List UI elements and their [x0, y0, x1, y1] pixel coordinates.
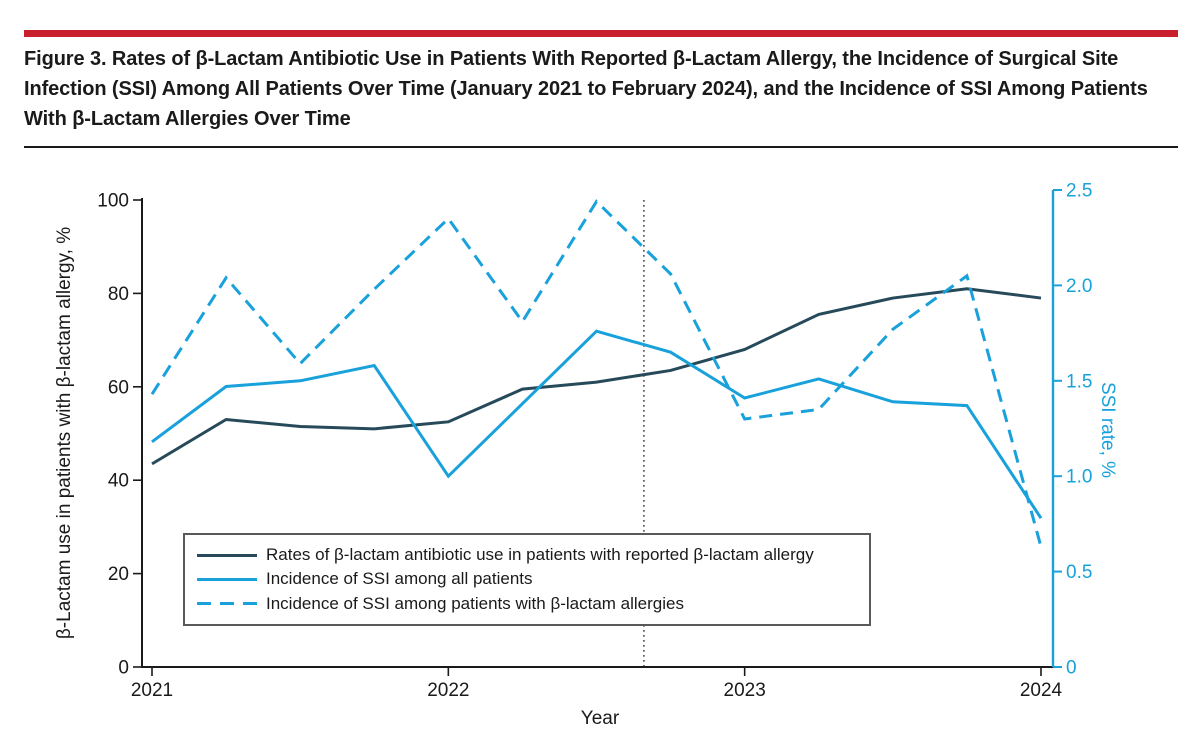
left-y-tick-label: 60 — [108, 377, 129, 398]
cyan-dashed-line-swatch — [197, 602, 257, 606]
right-y-tick-label: 2.0 — [1066, 276, 1092, 297]
series-line-2 — [150, 199, 1043, 548]
left-y-tick-label: 0 — [118, 658, 129, 679]
x-axis-label: Year — [580, 708, 620, 729]
left-y-tick-label: 20 — [108, 564, 129, 585]
x-tick-label: 2023 — [724, 680, 766, 701]
right-y-tick-label: 1.0 — [1066, 467, 1092, 488]
series-line-0 — [151, 287, 1042, 466]
legend-label: Incidence of SSI among patients with β-l… — [266, 593, 684, 613]
left-y-tick-label: 100 — [97, 191, 129, 212]
figure-title: Figure 3. Rates of β-Lactam Antibiotic U… — [24, 48, 1148, 130]
left-y-axis-label: β-Lactam use in patients with β-lactam a… — [54, 226, 75, 640]
right-y-axis-label: SSI rate, % — [1097, 381, 1118, 479]
x-tick-label: 2024 — [1020, 680, 1063, 701]
legend-label: Rates of β-lactam antibiotic use in pati… — [266, 545, 814, 565]
accent-bar — [24, 30, 1178, 37]
left-y-tick-label: 80 — [108, 284, 129, 305]
right-y-tick-label: 2.5 — [1066, 181, 1092, 202]
legend-label: Incidence of SSI among all patients — [266, 569, 533, 589]
left-y-tick-label: 40 — [108, 471, 129, 492]
right-y-tick-label: 0.5 — [1066, 562, 1092, 583]
right-y-tick-label: 0 — [1066, 658, 1077, 679]
x-tick-label: 2021 — [131, 680, 173, 701]
legend-item-ssi-allergy: Incidence of SSI among patients with β-l… — [197, 594, 869, 614]
navy-solid-line-swatch — [197, 553, 257, 557]
right-y-tick-label: 1.5 — [1066, 371, 1092, 392]
title-divider — [24, 146, 1178, 148]
legend-item-use-rate: Rates of β-lactam antibiotic use in pati… — [197, 545, 869, 565]
legend-item-ssi-all: Incidence of SSI among all patients — [197, 569, 869, 589]
series-line-1 — [151, 329, 1043, 520]
x-tick-label: 2022 — [427, 680, 469, 701]
chart-legend: Rates of β-lactam antibiotic use in pati… — [183, 533, 871, 626]
cyan-solid-line-swatch — [197, 577, 257, 581]
